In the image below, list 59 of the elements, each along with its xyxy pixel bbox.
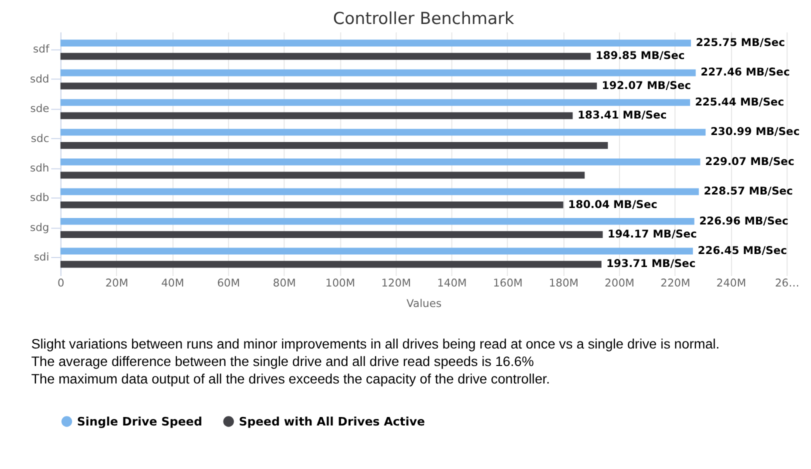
bar (60, 248, 693, 255)
data-label: 226.45 MB/Sec (698, 244, 787, 258)
bar (60, 188, 699, 196)
data-label: 227.46 MB/Sec (700, 66, 790, 79)
x-tick-label: 180M (548, 276, 579, 290)
data-label: 192.07 MB/Sec (602, 78, 691, 92)
data-label: 225.44 MB/Sec (694, 95, 784, 108)
x-tick-label: 120M (381, 276, 411, 290)
text: Slight variations between runs and minor improvements in all drives being read at once vs a single drive is normal. (31, 336, 720, 352)
y-tick-label: sdg (30, 220, 50, 234)
y-tick-label: sdb (30, 191, 50, 204)
y-tick-label: sdi (34, 250, 50, 264)
data-label: 229.07 MB/Sec (705, 154, 794, 168)
text: The maximum data output of all the drives exceeds the capacity of the drive controller. (31, 372, 550, 387)
bar (60, 142, 608, 149)
bar (60, 260, 602, 268)
data-label: 183.41 MB/Sec (578, 108, 667, 122)
x-tick-label: 140M (437, 276, 467, 290)
x-tick-label: 20M (105, 276, 128, 290)
y-tick-label: sdf (33, 42, 50, 56)
bar (60, 52, 591, 60)
legend-label: Single Drive Speed (77, 414, 202, 428)
data-label: 189.85 MB/Sec (596, 49, 685, 62)
data-label: 193.71 MB/Sec (606, 257, 696, 270)
bar (60, 128, 706, 136)
data-label: 230.99 MB/Sec (710, 125, 800, 138)
y-tick-label: sdh (30, 161, 50, 174)
bar (60, 40, 691, 46)
x-tick-label: 160M (492, 276, 523, 290)
x-tick-label: 0 (58, 276, 65, 290)
chart-title: Controller Benchmark (332, 9, 514, 28)
x-tick-label: 40M (161, 276, 184, 290)
x-tick-label: 26… (774, 276, 800, 290)
bar (60, 82, 597, 90)
y-tick-label: sdd (30, 72, 50, 86)
x-tick-label: 100M (325, 276, 356, 290)
data-label: 228.57 MB/Sec (704, 184, 793, 198)
bar (60, 158, 700, 166)
data-label: 194.17 MB/Sec (608, 228, 697, 241)
bar (60, 231, 603, 238)
bar (60, 172, 585, 179)
legend-label: Speed with All Drives Active (238, 414, 426, 428)
x-tick-label: 200M (604, 276, 634, 290)
x-tick-label: 220M (660, 276, 690, 290)
data-label: 180.04 MB/Sec (568, 198, 658, 211)
x-tick-label: 240M (716, 276, 746, 290)
x-tick-label: 80M (272, 276, 296, 290)
bar (60, 99, 690, 106)
bar (60, 218, 694, 225)
y-tick-label: sdc (30, 132, 50, 145)
data-label: 225.75 MB/Sec (696, 36, 786, 49)
x-axis-title: Values (406, 297, 442, 310)
data-label: 226.96 MB/Sec (699, 214, 788, 228)
y-tick-label: sde (30, 102, 50, 116)
bar (60, 201, 564, 208)
text: The average difference between the single drive and all drive read speeds is 16.6% (31, 354, 534, 370)
x-tick-label: 60M (217, 276, 240, 290)
bar (60, 69, 696, 76)
bar (60, 112, 573, 120)
